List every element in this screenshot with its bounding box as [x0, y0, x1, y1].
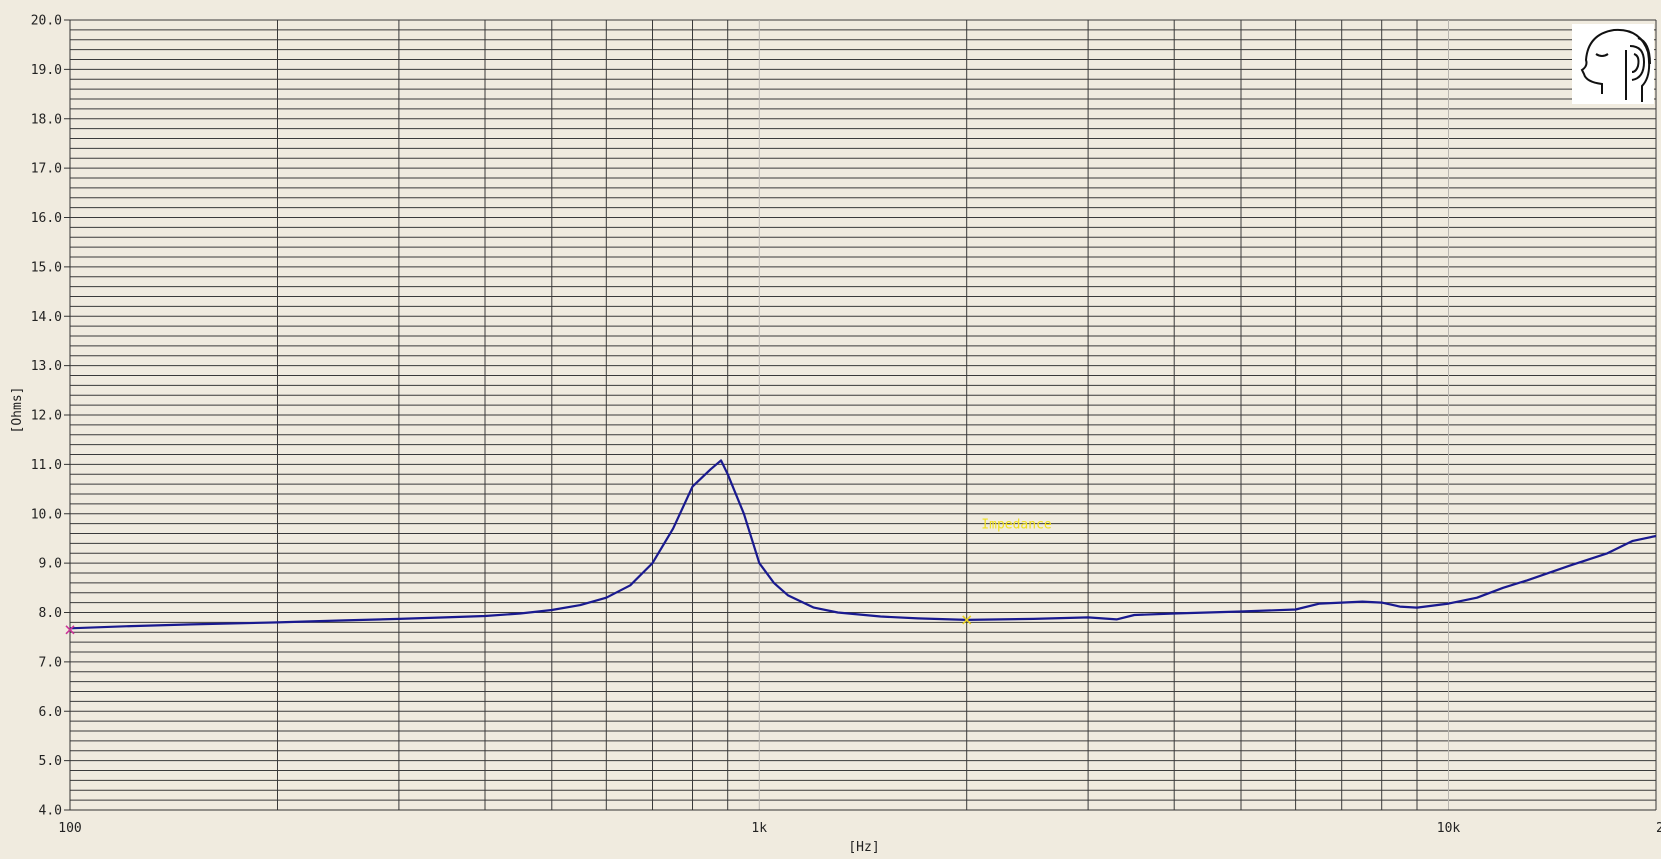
x-tick-label: 100	[58, 821, 81, 836]
data-marker	[65, 625, 75, 635]
grid-minor	[70, 19, 1657, 811]
y-tick-label: 7.0	[39, 655, 62, 670]
y-tick-label: 11.0	[31, 458, 62, 473]
y-tick-label: 4.0	[39, 804, 62, 819]
y-tick-label: 10.0	[31, 507, 62, 522]
y-tick-label: 20.0	[31, 14, 62, 29]
y-tick-label: 8.0	[39, 606, 62, 621]
x-tick-label: 10k	[1437, 821, 1461, 836]
y-tick-label: 5.0	[39, 754, 62, 769]
y-axis-label: [Ohms]	[10, 387, 25, 434]
y-tick-label: 9.0	[39, 557, 62, 572]
ear-head-logo	[1572, 24, 1654, 104]
x-tick-labels: 100 1k 10k 20k	[58, 821, 1661, 836]
y-tick-label: 17.0	[31, 162, 62, 177]
series-layer	[69, 459, 1657, 630]
y-tick-label: 18.0	[31, 112, 62, 127]
y-tick-label: 12.0	[31, 409, 62, 424]
series-annotation-impedance: Impedance	[981, 518, 1052, 533]
x-tick-label: 1k	[751, 821, 767, 836]
marker-layer	[65, 615, 972, 635]
x-axis-label: [Hz]	[848, 840, 879, 855]
data-marker	[962, 615, 972, 625]
y-tick-labels: 20.0 19.0 18.0 17.0 16.0 15.0 14.0 13.0 12.0 11.0…	[31, 14, 62, 819]
y-tick-label: 13.0	[31, 359, 62, 374]
y-tick-label: 6.0	[39, 705, 62, 720]
y-tick-label: 15.0	[31, 260, 62, 275]
y-tick-label: 16.0	[31, 211, 62, 226]
axes	[64, 19, 1656, 811]
series-line-impedance	[69, 459, 1657, 630]
y-tick-label: 14.0	[31, 310, 62, 325]
x-tick-label: 20k	[1656, 821, 1661, 836]
y-tick-label: 19.0	[31, 63, 62, 78]
